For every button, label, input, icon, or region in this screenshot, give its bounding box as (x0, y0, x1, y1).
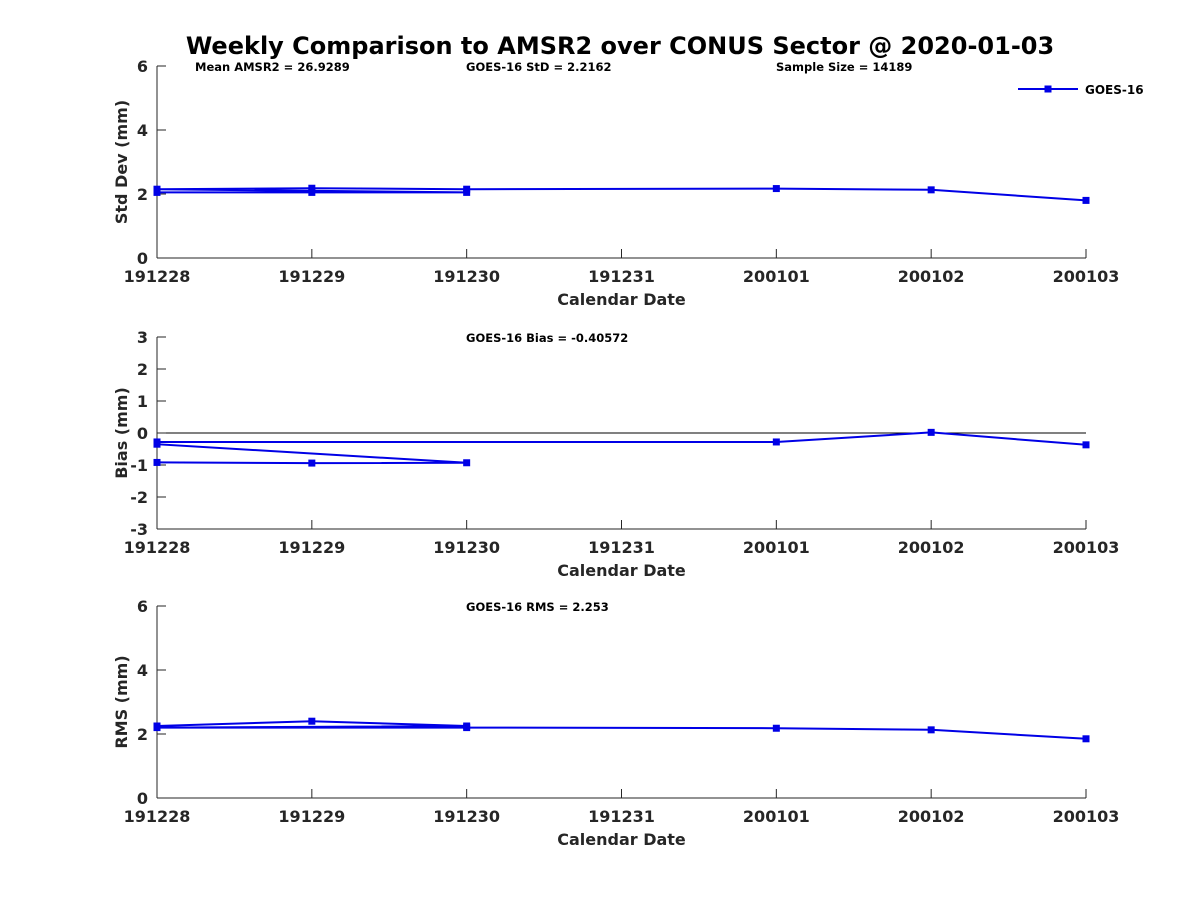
x-axis-label: Calendar Date (557, 830, 686, 849)
x-tick-label: 191229 (278, 267, 345, 286)
data-point-marker (153, 185, 161, 193)
stat-annotation: Mean AMSR2 = 26.9289 (195, 60, 350, 74)
data-point-marker (463, 724, 471, 732)
y-tick-label: 3 (137, 328, 148, 347)
x-tick-label: 191230 (433, 538, 500, 557)
stat-annotation: GOES-16 RMS = 2.253 (466, 600, 609, 614)
x-tick-label: 191228 (124, 538, 191, 557)
y-tick-label: 2 (137, 185, 148, 204)
data-point-marker (772, 724, 780, 732)
data-point-marker (308, 188, 316, 196)
x-tick-label: 200103 (1053, 538, 1120, 557)
y-tick-label: 1 (137, 392, 148, 411)
data-point-marker (153, 724, 161, 732)
chart-title: Weekly Comparison to AMSR2 over CONUS Se… (186, 32, 1054, 60)
y-tick-label: 4 (137, 661, 148, 680)
panel-bias: -3 -2 -1 0 1 2 3 191228 191229 191230 191231 200101… (112, 328, 1119, 580)
x-tick-label: 191229 (278, 807, 345, 826)
data-point-marker (153, 438, 161, 446)
y-tick-label: 4 (137, 121, 148, 140)
x-tick-label: 191230 (433, 267, 500, 286)
x-axis-label: Calendar Date (557, 290, 686, 309)
stat-annotation: GOES-16 Bias = -0.40572 (466, 331, 628, 345)
data-point-marker (927, 726, 935, 734)
y-tick-label: -2 (130, 488, 148, 507)
y-tick-label: 0 (137, 789, 148, 808)
series-line-goes16 (156, 431, 1087, 465)
x-tick-label: 200102 (898, 807, 965, 826)
legend: GOES-16 (1018, 83, 1144, 97)
data-point-marker (927, 186, 935, 194)
legend-marker (1044, 85, 1052, 93)
x-tick-label: 191231 (588, 807, 655, 826)
data-point-marker (1082, 196, 1090, 204)
y-tick-label: 0 (137, 424, 148, 443)
y-tick-label: 6 (137, 57, 148, 76)
x-tick-label: 200101 (743, 267, 810, 286)
stat-annotation: Sample Size = 14189 (776, 60, 912, 74)
y-tick-label: 2 (137, 360, 148, 379)
x-tick-label: 200101 (743, 538, 810, 557)
y-tick-label: 6 (137, 597, 148, 616)
data-point-marker (772, 438, 780, 446)
x-tick-label: 200103 (1053, 807, 1120, 826)
data-point-marker (927, 428, 935, 436)
x-tick-label: 200101 (743, 807, 810, 826)
y-tick-label: 2 (137, 725, 148, 744)
series-line-goes16 (156, 720, 1087, 740)
data-point-marker (308, 184, 316, 192)
data-point-marker (1082, 735, 1090, 743)
panel-rms: 0 2 4 6 191228 191229 191230 191231 200101 200102… (112, 597, 1119, 849)
chart-panels: 0 2 4 6 191228 191229 191230 191231 200101 200102… (112, 57, 1119, 849)
data-point-marker (772, 185, 780, 193)
y-tick-label: 0 (137, 249, 148, 268)
x-tick-label: 200103 (1053, 267, 1120, 286)
stat-annotation: GOES-16 StD = 2.2162 (466, 60, 611, 74)
x-axis-label: Calendar Date (557, 561, 686, 580)
data-point-marker (463, 185, 471, 193)
y-tick-label: -1 (130, 456, 148, 475)
data-point-marker (153, 458, 161, 466)
data-point-marker (463, 459, 471, 467)
x-tick-label: 191231 (588, 538, 655, 557)
x-tick-label: 191230 (433, 807, 500, 826)
y-axis-label: Std Dev (mm) (112, 100, 131, 224)
data-point-marker (308, 717, 316, 725)
x-tick-label: 191231 (588, 267, 655, 286)
panel-std: 0 2 4 6 191228 191229 191230 191231 200101 200102… (112, 57, 1119, 309)
x-tick-label: 191228 (124, 807, 191, 826)
x-tick-label: 191228 (124, 267, 191, 286)
y-tick-label: -3 (130, 520, 148, 539)
legend-label: GOES-16 (1085, 83, 1144, 97)
x-tick-label: 200102 (898, 267, 965, 286)
series-line-goes16 (156, 187, 1087, 202)
data-point-marker (1082, 441, 1090, 449)
y-axis-label: RMS (mm) (112, 655, 131, 748)
x-tick-label: 191229 (278, 538, 345, 557)
x-tick-label: 200102 (898, 538, 965, 557)
y-axis-label: Bias (mm) (112, 387, 131, 479)
data-point-marker (308, 459, 316, 467)
